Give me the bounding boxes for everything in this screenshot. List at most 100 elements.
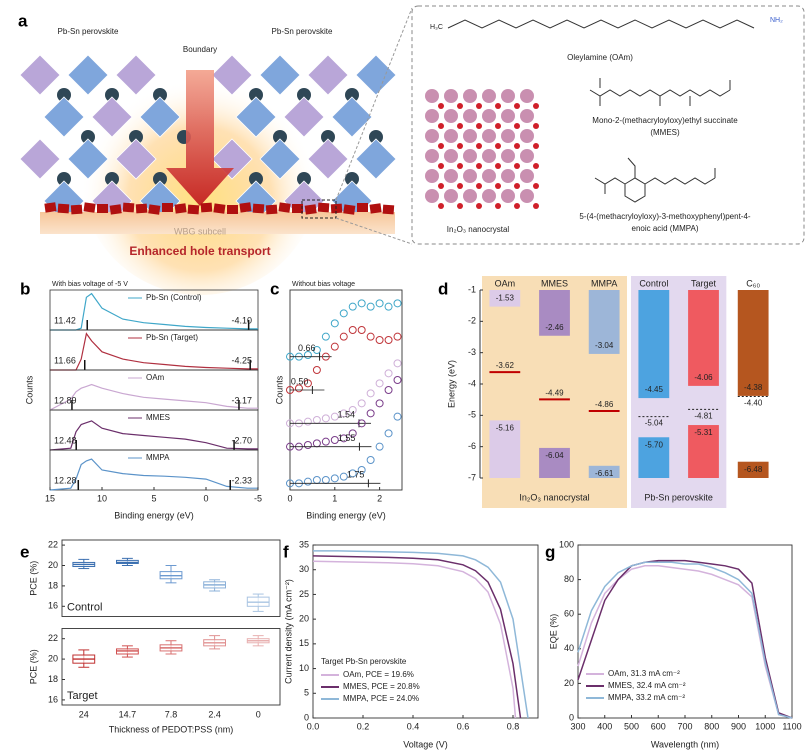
atom <box>495 203 501 209</box>
y-tick-label: -5 <box>468 410 476 420</box>
octahedron <box>19 54 61 96</box>
nanocrystal <box>97 204 108 213</box>
nanocrystal <box>252 203 265 214</box>
nanocrystal <box>382 204 395 215</box>
atom <box>501 109 515 123</box>
octahedron <box>259 138 301 180</box>
category-label: Control <box>639 278 668 288</box>
molecule <box>589 78 731 106</box>
octahedron <box>115 54 157 96</box>
atom <box>476 203 482 209</box>
category-label: Target <box>691 278 717 288</box>
nanocrystal <box>174 203 187 214</box>
value-label: -5.70 <box>645 440 664 449</box>
point <box>321 414 330 423</box>
y-tick-label: 60 <box>564 609 574 619</box>
atom <box>476 123 482 129</box>
point <box>330 412 339 421</box>
y-tick-label: -1 <box>468 284 476 294</box>
x-tick-label: 10 <box>97 493 107 503</box>
panel-label: d <box>438 279 448 298</box>
y-tick-label: 22 <box>48 539 58 549</box>
annotation: 1.55 <box>338 433 356 443</box>
atom <box>438 203 444 209</box>
nanocrystal <box>44 202 57 213</box>
molecule <box>594 157 716 203</box>
octahedron <box>307 138 349 180</box>
atom <box>514 103 520 109</box>
x-axis-label: Binding energy (eV) <box>114 510 194 520</box>
atom <box>514 183 520 189</box>
x-tick-label: 0.2 <box>357 721 370 731</box>
value-label: -6.04 <box>545 451 564 460</box>
atom <box>476 143 482 149</box>
octahedron <box>115 138 157 180</box>
nanocrystal <box>213 203 226 214</box>
atom <box>520 189 534 203</box>
label: Boundary <box>183 45 217 54</box>
y-tick-label: 10 <box>299 663 309 673</box>
x-tick-label: 600 <box>651 721 666 731</box>
cation <box>369 130 383 144</box>
atom <box>444 129 458 143</box>
x-tick-label: 400 <box>597 721 612 731</box>
octahedron <box>355 54 397 96</box>
spectrum <box>49 383 258 411</box>
legend-label: OAm, 31.3 mA cm⁻² <box>608 669 680 678</box>
atom <box>514 163 520 169</box>
atom <box>425 169 439 183</box>
annotation: 11.42 <box>54 315 76 325</box>
x-tick-label: 700 <box>677 721 692 731</box>
point <box>348 429 357 438</box>
legend-label: Pb-Sn (Control) <box>146 293 202 302</box>
point <box>375 336 384 344</box>
label: H₃C <box>430 24 443 31</box>
nanocrystal <box>369 203 382 214</box>
atom <box>520 89 534 103</box>
arrow <box>166 70 234 206</box>
point <box>384 429 393 438</box>
y-tick-label: 35 <box>299 539 309 549</box>
point <box>303 477 312 486</box>
panel-label: f <box>283 542 289 561</box>
cation <box>345 172 359 186</box>
label: Pb-Sn perovskite <box>58 27 119 36</box>
atom <box>495 183 501 189</box>
nanocrystal <box>317 202 330 213</box>
cation <box>297 172 311 186</box>
point <box>393 332 402 341</box>
line <box>577 559 793 719</box>
nanocrystal <box>70 204 83 215</box>
y-axis-label: Counts <box>24 375 34 404</box>
y-tick-label: 20 <box>48 560 58 570</box>
atom <box>425 189 439 203</box>
label: 5-(4-(methacryloyloxy)-3-methoxyphenyl)p… <box>579 212 751 221</box>
atom <box>444 189 458 203</box>
point <box>312 476 321 484</box>
bar <box>737 290 769 396</box>
bar <box>638 290 670 399</box>
point <box>384 369 393 378</box>
cation <box>345 88 359 102</box>
legend-label: Pb-Sn (Target) <box>146 333 198 342</box>
plot-frame <box>61 539 281 617</box>
y-tick-label: -4 <box>468 378 476 388</box>
y-tick-label: -3 <box>468 347 476 357</box>
point <box>303 441 312 449</box>
nanocrystal <box>109 204 122 215</box>
atom <box>457 143 463 149</box>
x-tick-label: -5 <box>254 493 262 503</box>
atom <box>533 103 539 109</box>
y-tick-label: 80 <box>564 574 574 584</box>
bar <box>737 461 769 478</box>
octahedron <box>67 54 109 96</box>
panel-name: Control <box>67 601 102 613</box>
atom <box>482 149 496 163</box>
atom <box>444 89 458 103</box>
value-label: -4.06 <box>694 373 713 382</box>
x-tick-label: 0.6 <box>457 721 470 731</box>
point <box>393 412 402 421</box>
atom <box>476 103 482 109</box>
value-label: -5.16 <box>496 423 515 432</box>
bar <box>588 465 620 478</box>
